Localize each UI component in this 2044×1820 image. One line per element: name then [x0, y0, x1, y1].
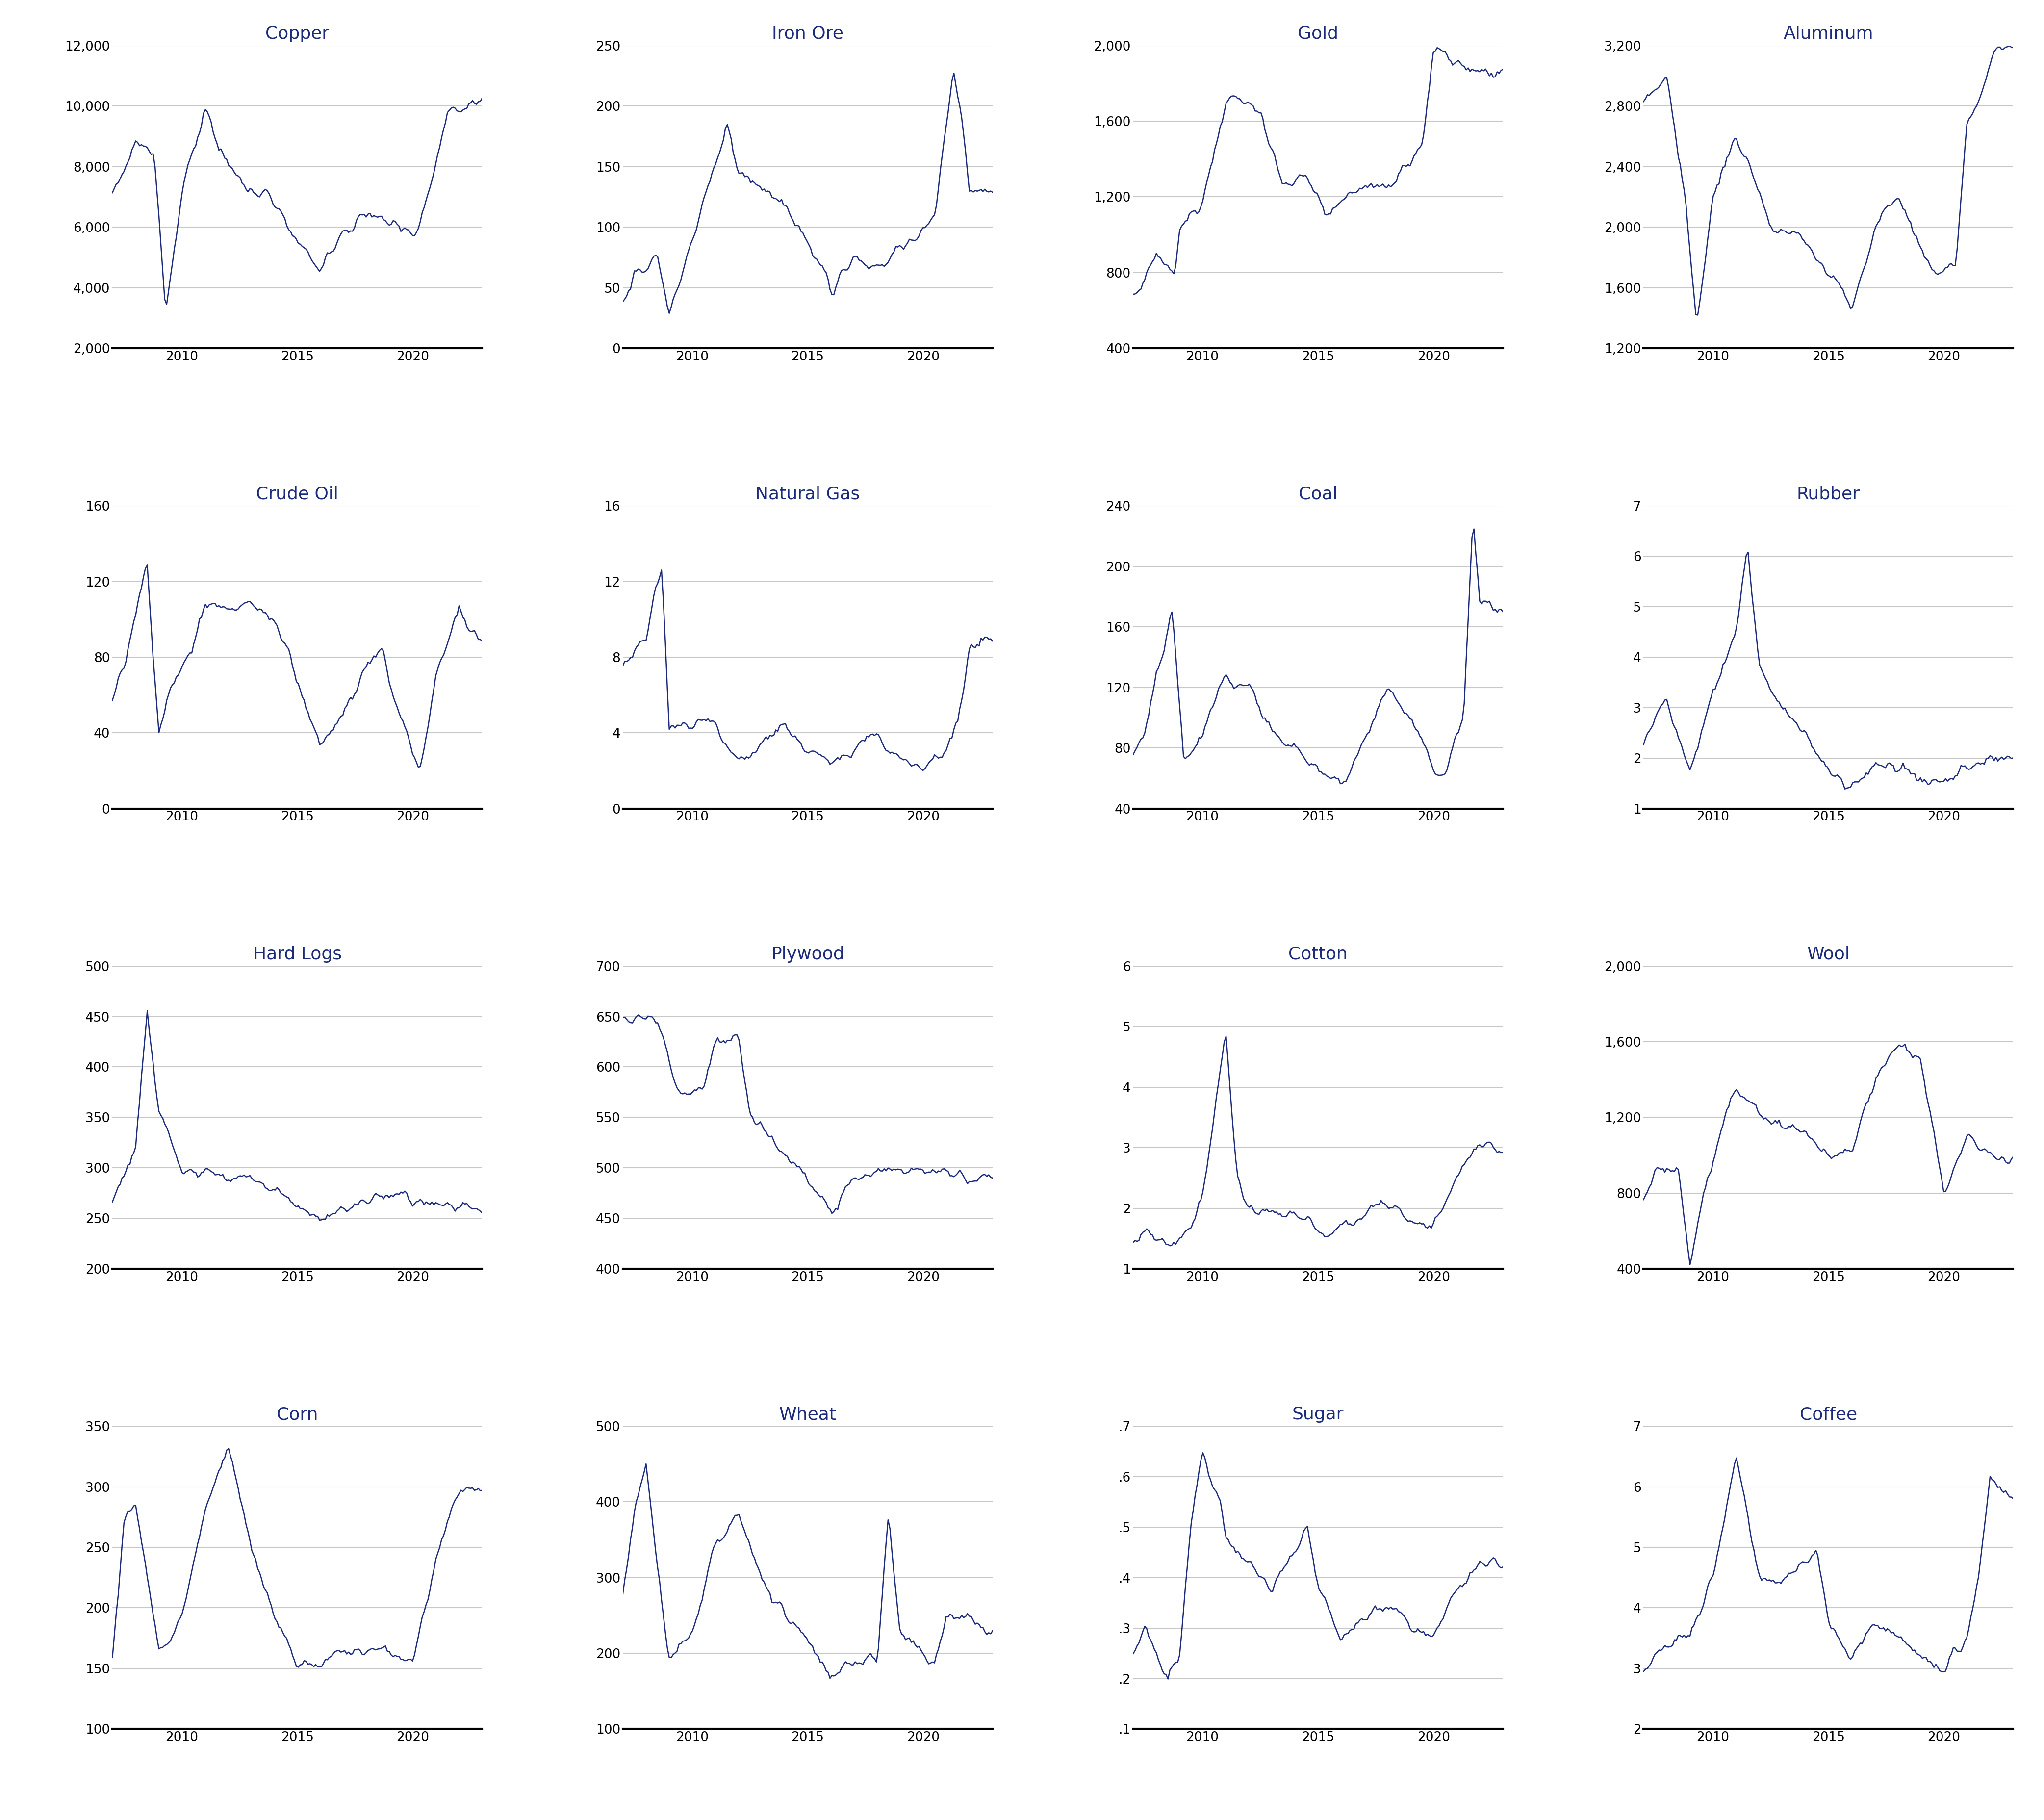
Title: Plywood: Plywood: [771, 946, 844, 963]
Title: Wool: Wool: [1807, 946, 1850, 963]
Title: Coal: Coal: [1298, 486, 1337, 502]
Title: Iron Ore: Iron Ore: [773, 25, 844, 42]
Title: Hard Logs: Hard Logs: [253, 946, 341, 963]
Title: Corn: Corn: [276, 1407, 319, 1423]
Title: Sugar: Sugar: [1292, 1407, 1345, 1423]
Title: Natural Gas: Natural Gas: [756, 486, 861, 502]
Title: Crude Oil: Crude Oil: [256, 486, 339, 502]
Title: Aluminum: Aluminum: [1784, 25, 1874, 42]
Title: Wheat: Wheat: [779, 1407, 836, 1423]
Title: Copper: Copper: [266, 25, 329, 42]
Title: Coffee: Coffee: [1799, 1407, 1858, 1423]
Title: Cotton: Cotton: [1288, 946, 1347, 963]
Title: Rubber: Rubber: [1797, 486, 1860, 502]
Title: Gold: Gold: [1298, 25, 1339, 42]
